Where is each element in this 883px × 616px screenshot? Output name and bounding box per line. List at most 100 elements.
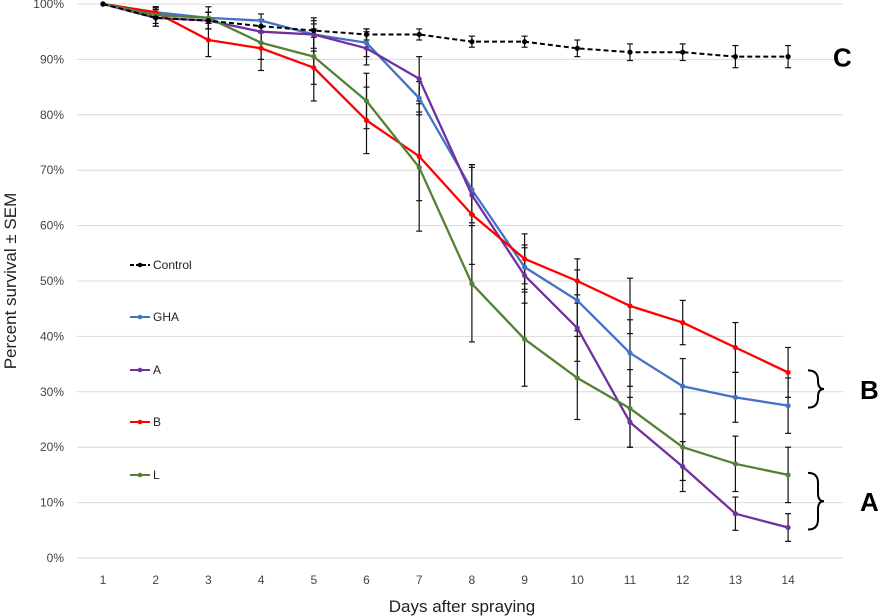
legend-marker-gha — [137, 314, 143, 320]
data-point-gha — [574, 297, 580, 303]
data-point-a — [785, 524, 791, 531]
y-tick-label: 100% — [33, 0, 64, 11]
series-line-control — [102, 3, 789, 58]
data-point-control — [627, 49, 633, 55]
x-tick-label: 14 — [781, 573, 795, 587]
y-tick-label: 90% — [40, 52, 64, 66]
data-point-b — [732, 344, 739, 351]
legend-label-control: Control — [153, 258, 192, 272]
data-point-l — [680, 444, 686, 450]
data-point-b — [258, 45, 264, 51]
y-tick-label: 10% — [40, 496, 64, 510]
x-tick-label: 5 — [310, 573, 317, 587]
data-point-a — [416, 76, 422, 82]
data-point-a — [732, 511, 739, 517]
y-tick-label: 30% — [40, 385, 64, 399]
legend-marker-control — [137, 262, 143, 268]
legend-label-l: L — [153, 468, 160, 482]
group-annotations: C B A — [807, 43, 879, 531]
group-label-b: B — [860, 375, 879, 405]
gridlines — [77, 3, 843, 559]
data-point-l — [258, 40, 264, 46]
data-point-a — [627, 419, 633, 425]
data-point-a — [680, 463, 686, 470]
data-point-l — [416, 164, 422, 171]
data-point-b — [574, 278, 580, 284]
data-point-a — [311, 31, 317, 38]
x-tick-label: 13 — [729, 573, 743, 587]
data-point-l — [627, 405, 633, 412]
x-tick-label: 7 — [416, 573, 423, 587]
x-tick-label: 12 — [676, 573, 690, 587]
series-line-b — [102, 2, 789, 374]
group-label-a: A — [860, 487, 879, 517]
data-point-gha — [732, 394, 739, 400]
x-tick-label: 8 — [469, 573, 476, 587]
data-point-control — [680, 49, 686, 55]
group-brace-b — [807, 369, 825, 409]
data-point-l — [469, 281, 475, 287]
data-point-a — [363, 45, 370, 51]
group-brace-a — [807, 471, 825, 531]
y-tick-label: 80% — [40, 108, 64, 122]
legend: Control GHA A B L — [130, 258, 192, 482]
y-tick-label: 50% — [40, 274, 64, 288]
y-tick-label: 70% — [40, 163, 64, 177]
x-tick-label: 1 — [100, 573, 107, 587]
data-point-gha — [363, 40, 370, 46]
data-point-control — [732, 54, 739, 60]
x-tick-label: 2 — [152, 573, 159, 587]
legend-marker-l — [137, 472, 143, 478]
data-point-b — [363, 117, 370, 123]
data-point-control — [205, 18, 211, 24]
data-point-control — [416, 31, 422, 38]
data-point-gha — [258, 18, 264, 24]
y-axis-ticks: 0% 10% 20% 30% 40% 50% 60% 70% 80% 90% 100% — [33, 0, 64, 565]
data-point-b — [205, 37, 211, 43]
data-point-control — [522, 39, 528, 45]
data-point-b — [311, 65, 317, 71]
x-tick-label: 10 — [571, 573, 585, 587]
data-point-control — [469, 39, 475, 45]
data-point-l — [732, 461, 739, 467]
data-point-b — [785, 369, 791, 376]
data-point-a — [522, 272, 528, 279]
data-point-l — [311, 54, 317, 60]
x-axis-ticks: 1 2 3 4 5 6 7 8 9 10 11 12 13 14 — [100, 573, 795, 587]
data-point-control — [153, 15, 159, 21]
legend-label-gha: GHA — [153, 310, 179, 324]
legend-marker-a — [137, 367, 143, 373]
data-point-a — [469, 192, 475, 198]
x-tick-label: 11 — [624, 573, 637, 587]
series-line-l — [102, 2, 789, 477]
legend-marker-b — [137, 419, 143, 425]
data-point-control — [574, 45, 580, 51]
x-tick-label: 4 — [258, 573, 265, 587]
data-point-l — [522, 336, 528, 342]
data-point-l — [785, 472, 791, 478]
data-point-gha — [416, 95, 422, 101]
series-lines — [100, 1, 791, 531]
legend-label-b: B — [153, 415, 161, 429]
data-point-b — [469, 211, 475, 218]
data-point-control — [258, 23, 264, 29]
y-tick-label: 20% — [40, 440, 64, 454]
data-point-a — [258, 29, 264, 35]
data-point-gha — [785, 403, 791, 409]
series-line-gha — [102, 2, 789, 407]
x-tick-label: 6 — [363, 573, 370, 587]
legend-label-a: A — [153, 363, 161, 377]
x-tick-label: 9 — [521, 573, 528, 587]
data-point-a — [574, 325, 580, 331]
y-tick-label: 60% — [40, 219, 64, 233]
data-point-gha — [627, 350, 633, 356]
y-tick-label: 0% — [47, 551, 65, 565]
data-point-b — [522, 256, 528, 262]
data-point-b — [680, 319, 686, 326]
data-point-l — [574, 375, 580, 381]
data-point-control — [311, 27, 317, 34]
error-bars — [152, 6, 792, 542]
data-point-gha — [522, 264, 528, 270]
y-tick-label: 40% — [40, 329, 64, 343]
